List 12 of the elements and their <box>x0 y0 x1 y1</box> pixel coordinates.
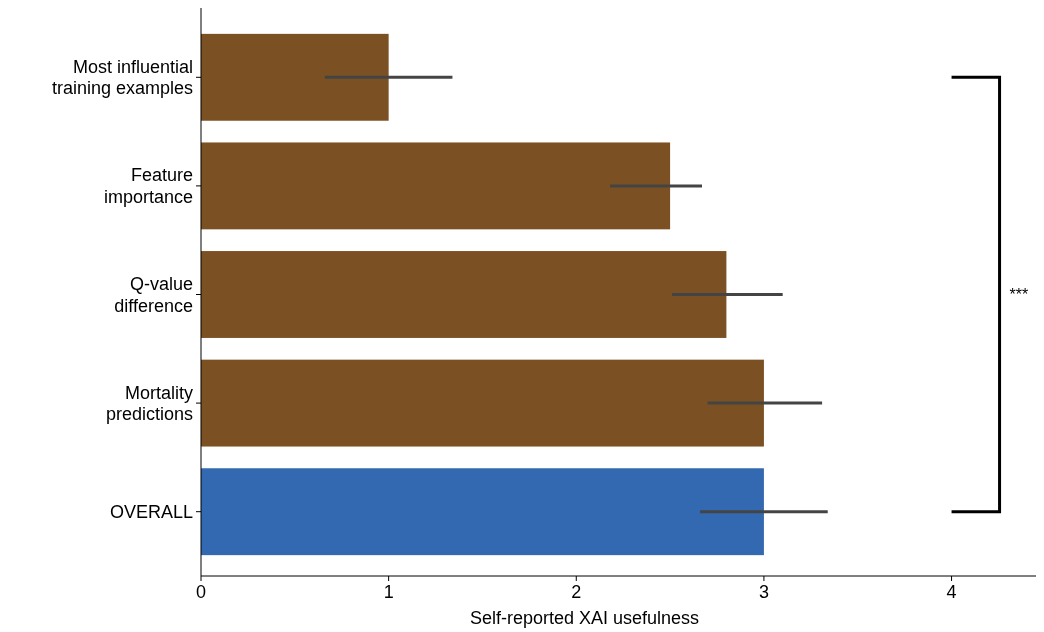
x-tick-label: 4 <box>946 582 957 602</box>
x-tick-label: 0 <box>195 582 207 602</box>
y-tick-label: Mortality predictions <box>105 382 193 425</box>
x-tick-label: 1 <box>383 582 394 602</box>
x-axis-title: Self-reported XAI usefulness <box>469 608 700 628</box>
y-tick-label: Most influential training examples <box>51 56 193 99</box>
x-tick-label: 2 <box>571 582 582 602</box>
y-tick-label: Feature importance <box>103 165 193 207</box>
y-tick-label: OVERALL <box>109 502 193 522</box>
y-tick-label: Q-value difference <box>114 274 193 316</box>
x-tick-label: 3 <box>758 582 769 602</box>
annotation: *** <box>1009 285 1029 303</box>
